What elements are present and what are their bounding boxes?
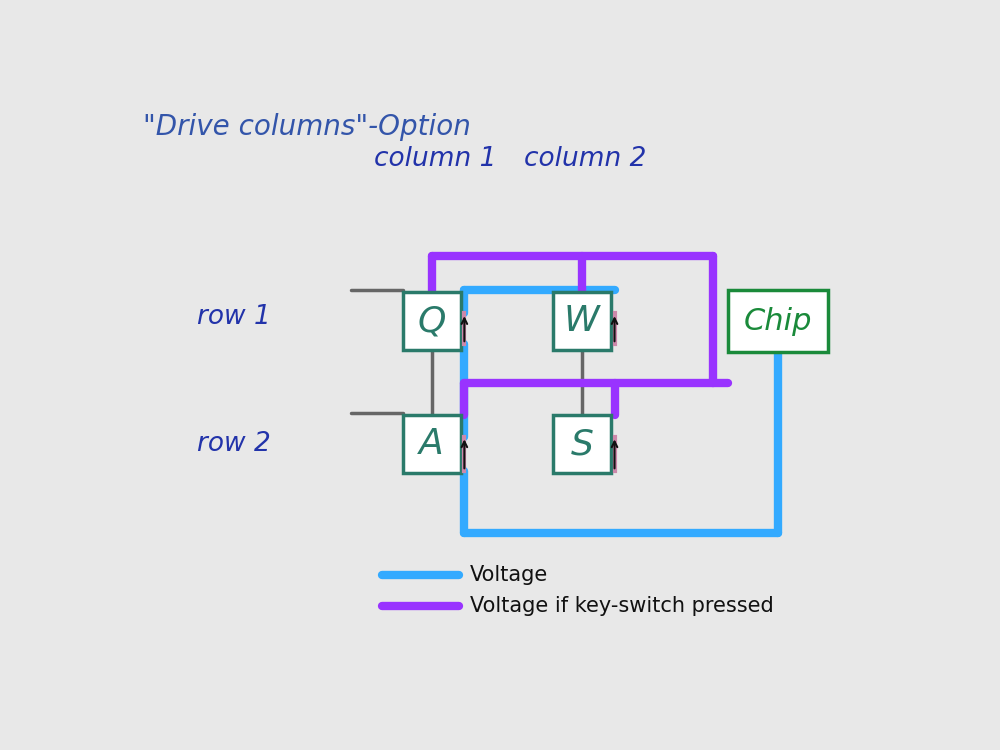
Text: W: W: [564, 304, 600, 338]
Text: Q: Q: [417, 304, 446, 338]
Text: column 1: column 1: [374, 146, 497, 172]
Text: "Drive columns"-Option: "Drive columns"-Option: [143, 113, 471, 141]
Text: Voltage: Voltage: [470, 565, 548, 585]
Bar: [403, 416, 461, 473]
Bar: [553, 292, 611, 350]
Text: row 1: row 1: [197, 304, 271, 330]
Bar: [553, 416, 611, 473]
Text: Chip: Chip: [744, 307, 812, 335]
Text: A: A: [419, 427, 444, 461]
Text: row 2: row 2: [197, 431, 271, 457]
Bar: [728, 290, 828, 352]
Bar: [403, 292, 461, 350]
Text: S: S: [570, 427, 593, 461]
Text: column 2: column 2: [524, 146, 647, 172]
Text: Voltage if key-switch pressed: Voltage if key-switch pressed: [470, 596, 774, 616]
